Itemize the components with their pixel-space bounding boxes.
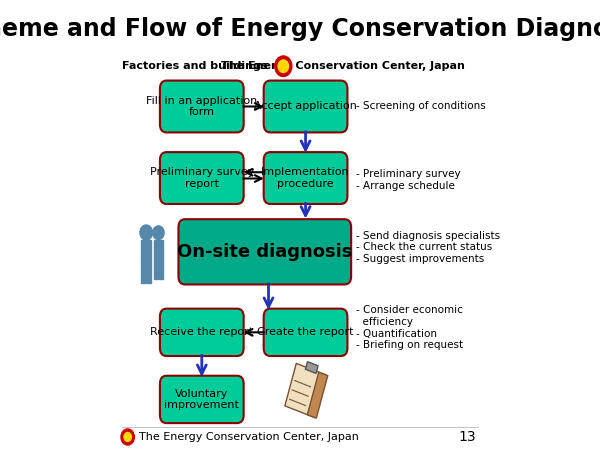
Text: On-site diagnosis: On-site diagnosis	[177, 243, 352, 261]
Text: Create the report: Create the report	[257, 327, 354, 338]
FancyBboxPatch shape	[263, 309, 347, 356]
FancyBboxPatch shape	[160, 376, 244, 423]
Text: Preliminary survey
report: Preliminary survey report	[149, 167, 254, 189]
FancyBboxPatch shape	[263, 81, 347, 132]
Polygon shape	[305, 362, 318, 374]
Text: Accept application: Accept application	[254, 102, 357, 112]
Text: Receive the report: Receive the report	[150, 327, 253, 338]
Text: Fill in an application
form: Fill in an application form	[146, 96, 257, 117]
FancyBboxPatch shape	[178, 219, 351, 284]
Text: 13: 13	[458, 430, 476, 444]
Text: - Preliminary survey
- Arrange schedule: - Preliminary survey - Arrange schedule	[356, 170, 460, 191]
Bar	[159, 259, 163, 279]
Text: - Screening of conditions: - Screening of conditions	[356, 102, 485, 112]
Text: - Send diagnosis specialists
- Check the current status
- Suggest improvements: - Send diagnosis specialists - Check the…	[356, 231, 500, 264]
Text: The Energy Conservation Center, Japan: The Energy Conservation Center, Japan	[139, 432, 359, 442]
Bar	[154, 259, 158, 279]
Circle shape	[121, 429, 134, 445]
Circle shape	[275, 56, 292, 76]
FancyBboxPatch shape	[160, 152, 244, 204]
FancyBboxPatch shape	[160, 309, 244, 356]
Bar	[154, 239, 163, 259]
Text: Factories and buildings: Factories and buildings	[122, 61, 267, 71]
Circle shape	[124, 432, 131, 441]
Text: - Consider economic
  efficiency
- Quantification
- Briefing on request: - Consider economic efficiency - Quantif…	[356, 306, 463, 350]
Text: Implementation
procedure: Implementation procedure	[261, 167, 350, 189]
Circle shape	[278, 60, 289, 72]
Polygon shape	[285, 363, 326, 418]
FancyBboxPatch shape	[263, 152, 347, 204]
Bar	[146, 261, 151, 283]
Text: The Energy Conservation Center, Japan: The Energy Conservation Center, Japan	[221, 61, 464, 71]
Bar	[142, 240, 151, 261]
Text: Voluntary
improvement: Voluntary improvement	[164, 389, 239, 410]
Bar	[142, 261, 146, 283]
Polygon shape	[307, 372, 328, 418]
Text: Scheme and Flow of Energy Conservation Diagnosis: Scheme and Flow of Energy Conservation D…	[0, 17, 600, 41]
Circle shape	[153, 226, 164, 239]
FancyBboxPatch shape	[160, 81, 244, 132]
Circle shape	[140, 225, 152, 240]
